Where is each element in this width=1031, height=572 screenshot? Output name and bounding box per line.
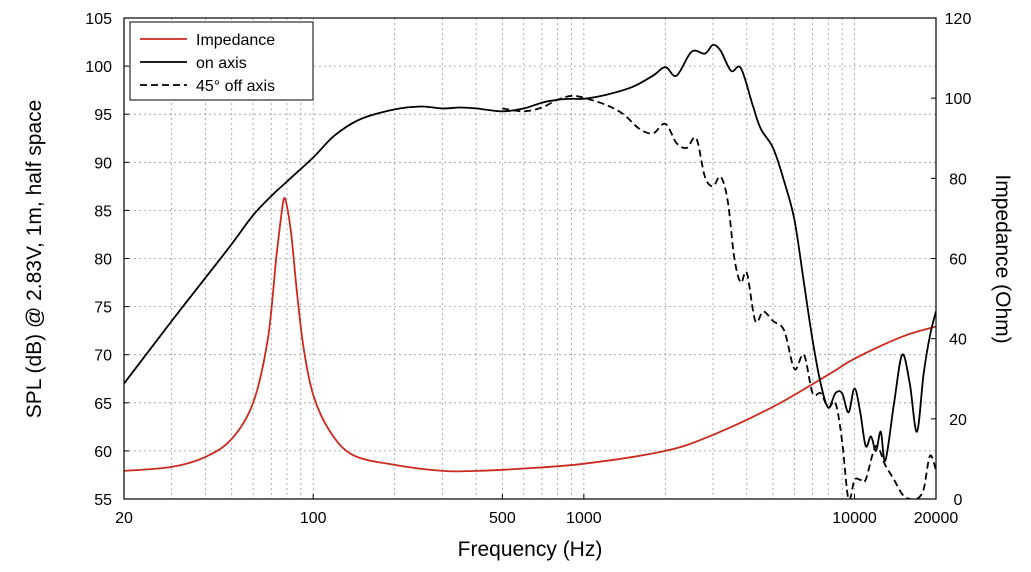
x-tick-label: 10000 (832, 510, 877, 527)
y-left-tick-label: 65 (94, 396, 112, 413)
y-right-tick-label: 20 (949, 412, 967, 429)
y-right-tick-label: 40 (949, 332, 967, 349)
x-tick-label: 20 (115, 510, 133, 527)
series-line-on-axis (124, 43, 936, 462)
y-left-tick-label: 95 (94, 107, 112, 124)
y-right-tick-label: 120 (945, 11, 972, 28)
x-tick-label: 1000 (566, 510, 602, 527)
y-right-tick-label: 0 (954, 492, 963, 509)
legend-label-on-axis: on axis (196, 55, 247, 72)
y-right-tick-label: 80 (949, 171, 967, 188)
legend-label-impedance: Impedance (196, 32, 275, 49)
x-tick-labels: 20 100 500 1000 10000 20000 (115, 510, 958, 527)
y-left-tick-label: 80 (94, 252, 112, 269)
y-left-tick-label: 75 (94, 300, 112, 317)
legend-label-off-axis: 45° off axis (196, 78, 275, 95)
y-left-axis-title: SPL (dB) @ 2.83V, 1m, half space (23, 100, 46, 419)
series-line-impedance (124, 197, 936, 473)
legend: Impedance on axis 45° off axis (129, 21, 314, 101)
y-left-tick-label: 105 (85, 11, 112, 28)
y-right-axis-title: Impedance (Ohm) (991, 174, 1014, 343)
y-left-tick-label: 70 (94, 348, 112, 365)
y-right-tick-label: 100 (945, 91, 972, 108)
x-axis-title: Frequency (Hz) (458, 538, 603, 561)
y-left-tick-label: 60 (94, 444, 112, 461)
y-left-tick-labels: 55 60 65 70 75 80 85 90 95 100 105 (85, 11, 112, 509)
y-left-tick-label: 55 (94, 492, 112, 509)
x-tick-label: 20000 (914, 510, 959, 527)
y-left-tick-label: 100 (85, 59, 112, 76)
x-tick-label: 500 (489, 510, 516, 527)
y-left-tick-label: 90 (94, 155, 112, 172)
y-right-tick-label: 60 (949, 252, 967, 269)
tick-marks (123, 17, 937, 500)
y-left-tick-label: 85 (94, 203, 112, 220)
legend-box (129, 21, 314, 101)
series-line-45-off-axis (502, 94, 936, 499)
series-layer (124, 43, 936, 499)
y-right-tick-labels: 0 20 40 60 80 100 120 (945, 11, 972, 509)
x-tick-label: 100 (300, 510, 327, 527)
